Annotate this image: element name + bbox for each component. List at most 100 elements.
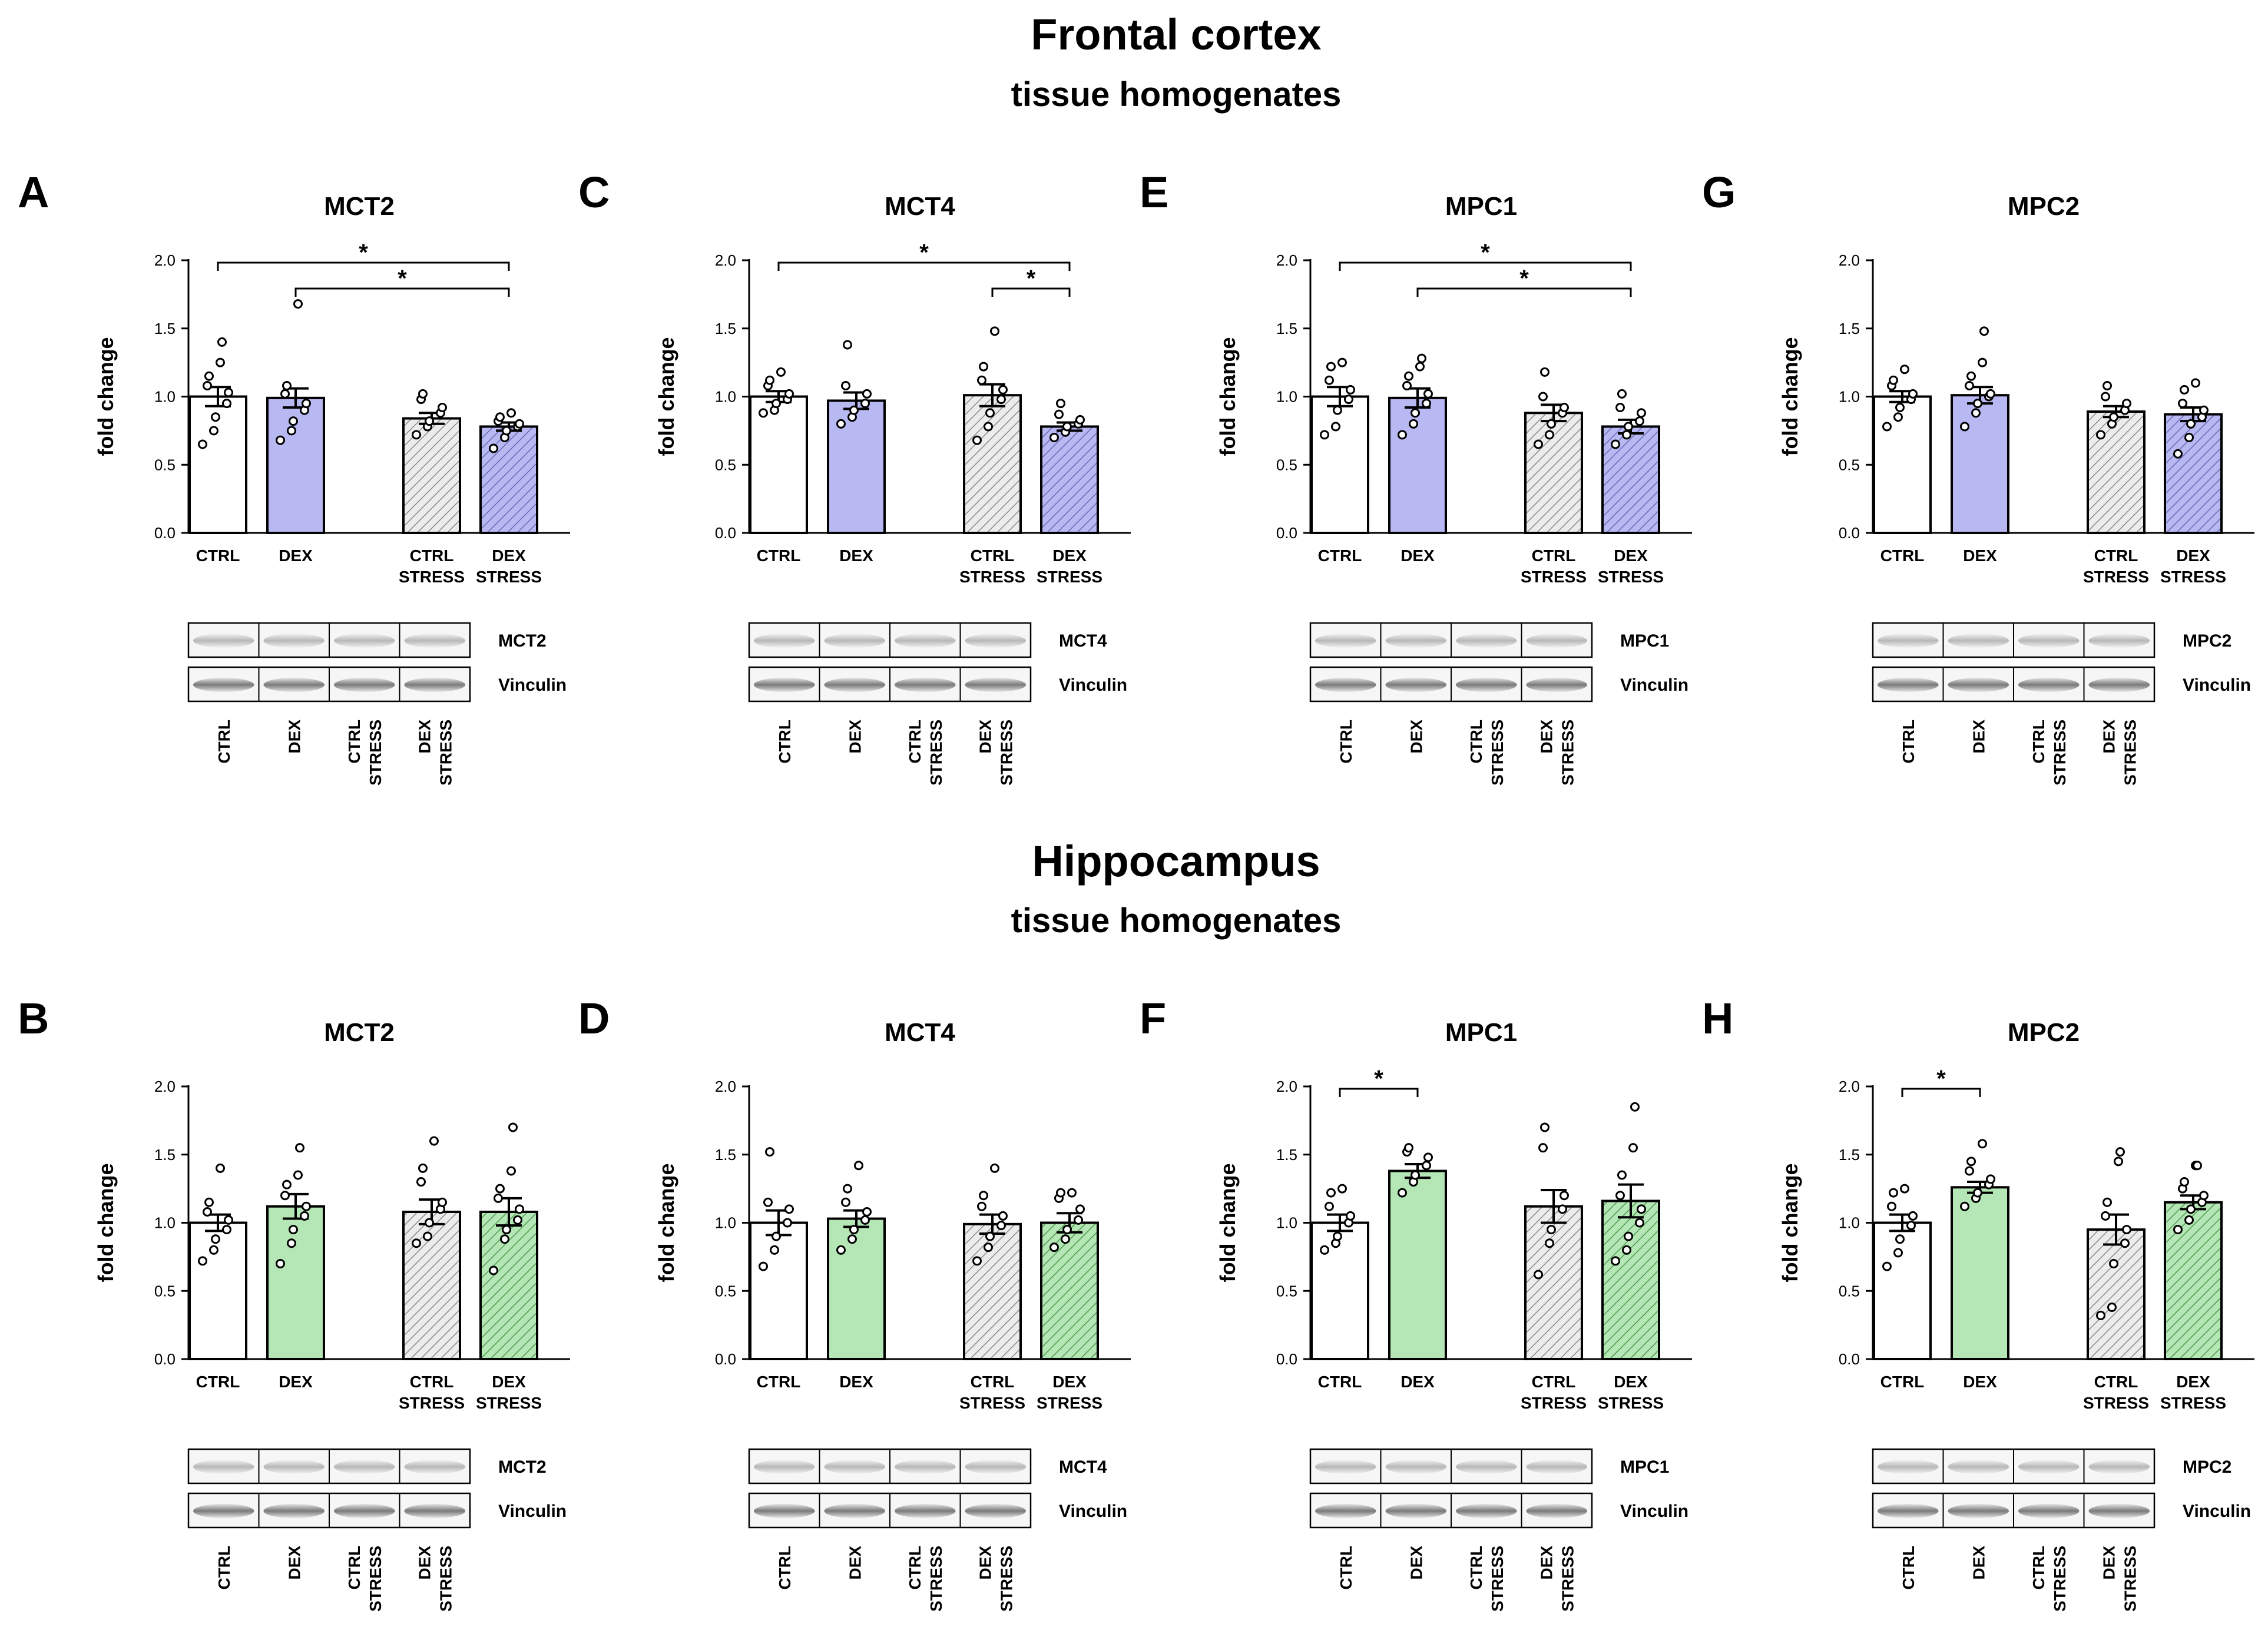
data-point	[429, 1136, 439, 1146]
data-point	[770, 1245, 779, 1255]
blot-band	[1315, 634, 1376, 648]
data-point	[998, 1211, 1008, 1221]
data-point	[289, 1225, 298, 1235]
data-point	[1965, 1166, 1974, 1176]
data-point	[2122, 399, 2131, 409]
blot-lane-label: STRESS	[1488, 720, 1507, 786]
y-tick-label: 1.5	[1839, 320, 1860, 337]
x-tick-label: STRESS	[959, 568, 1025, 586]
x-tick-label: CTRL	[196, 1373, 240, 1391]
data-point	[1622, 430, 1631, 440]
blot-band	[2018, 1504, 2080, 1518]
data-point	[1326, 1188, 1336, 1198]
data-point	[1906, 1221, 1916, 1231]
y-tick-label: 0.5	[715, 456, 736, 473]
blot-band	[193, 678, 254, 692]
data-point	[979, 362, 988, 372]
data-point	[224, 387, 233, 397]
data-point	[849, 405, 859, 415]
data-point	[1326, 362, 1336, 372]
bar	[1388, 396, 1447, 534]
blot-label: MCT4	[1059, 631, 1107, 651]
panel-g: G MPC2 fold change 0.0 0.5 1.0 1.5 2.0 CTRL DEX CT…	[1702, 168, 2254, 786]
data-point	[1979, 326, 1989, 336]
data-point	[203, 380, 212, 390]
data-point	[1344, 395, 1353, 405]
data-point	[1075, 415, 1085, 425]
data-point	[1075, 1204, 1085, 1214]
data-point	[2173, 449, 2183, 459]
blot-lane-label: DEX	[1537, 720, 1555, 754]
blot-band	[1526, 1460, 1587, 1474]
blot-band	[263, 1460, 325, 1474]
data-point	[2103, 1197, 2112, 1207]
data-point	[836, 1245, 846, 1255]
data-point	[293, 299, 303, 309]
x-tick-label: DEX	[1052, 546, 1087, 565]
data-point	[1558, 1204, 1567, 1214]
data-point	[1908, 389, 1918, 399]
blot-band	[1526, 678, 1587, 692]
data-point	[1331, 422, 1340, 432]
blot-lane-label: DEX	[1407, 720, 1425, 754]
data-point	[1889, 1188, 1898, 1198]
data-point	[287, 1238, 296, 1248]
data-point	[1049, 432, 1059, 442]
x-tick-label: STRESS	[1598, 568, 1664, 586]
data-point	[862, 389, 872, 399]
data-point	[977, 375, 986, 385]
data-point	[1417, 353, 1426, 363]
y-tick-label: 2.0	[1276, 1078, 1297, 1095]
data-point	[1398, 430, 1407, 440]
data-point	[1978, 357, 1987, 367]
panel-letter: E	[1140, 168, 1168, 217]
data-point	[841, 1197, 850, 1207]
blot-band	[824, 678, 885, 692]
x-tick-label: STRESS	[2160, 1394, 2226, 1412]
y-tick-label: 1.5	[1276, 1146, 1297, 1164]
data-point	[1538, 392, 1548, 402]
blot-lane-label: STRESS	[1558, 720, 1577, 786]
data-point	[772, 1231, 781, 1241]
data-point	[998, 385, 1008, 395]
data-point	[1534, 1270, 1543, 1280]
data-point	[2186, 419, 2196, 429]
bar	[749, 1221, 808, 1360]
data-point	[2199, 405, 2209, 415]
data-point	[1062, 422, 1072, 432]
data-point	[1611, 439, 1620, 449]
significance-bracket	[1339, 1088, 1419, 1097]
data-point	[2180, 385, 2189, 395]
blot-band	[754, 1460, 815, 1474]
x-tick-label: CTRL	[1880, 546, 1925, 565]
data-point	[1978, 1139, 1987, 1149]
data-point	[1398, 1188, 1407, 1198]
significance-star: *	[398, 266, 407, 291]
blot-label: Vinculin	[1059, 1502, 1127, 1521]
data-point	[1061, 1234, 1070, 1244]
blot-band	[263, 678, 325, 692]
blot-band	[1315, 1460, 1376, 1474]
y-tick-label: 1.5	[1839, 1146, 1860, 1164]
blot-lane-label: CTRL	[776, 720, 794, 764]
data-point	[772, 399, 781, 409]
data-point	[2101, 1211, 2110, 1221]
blot-lane-label: CTRL	[215, 720, 233, 764]
x-tick-label: DEX	[1614, 1373, 1648, 1391]
y-tick-label: 1.5	[715, 1146, 736, 1164]
blot-band	[2018, 678, 2080, 692]
data-point	[860, 399, 870, 409]
data-point	[1402, 380, 1412, 390]
panel-letter: H	[1702, 994, 1733, 1043]
blot-lane-label: DEX	[285, 1546, 303, 1580]
data-point	[1611, 1256, 1620, 1266]
y-tick-label: 0.5	[154, 456, 176, 473]
blot-label: Vinculin	[2183, 1502, 2251, 1521]
data-point	[1545, 1238, 1554, 1248]
x-tick-label: DEX	[492, 1373, 526, 1391]
data-point	[1422, 1161, 1431, 1171]
blot-lane-label: DEX	[285, 720, 303, 754]
x-tick-label: DEX	[1963, 1373, 1997, 1391]
data-point	[979, 1191, 988, 1201]
y-tick-label: 1.0	[715, 388, 736, 406]
